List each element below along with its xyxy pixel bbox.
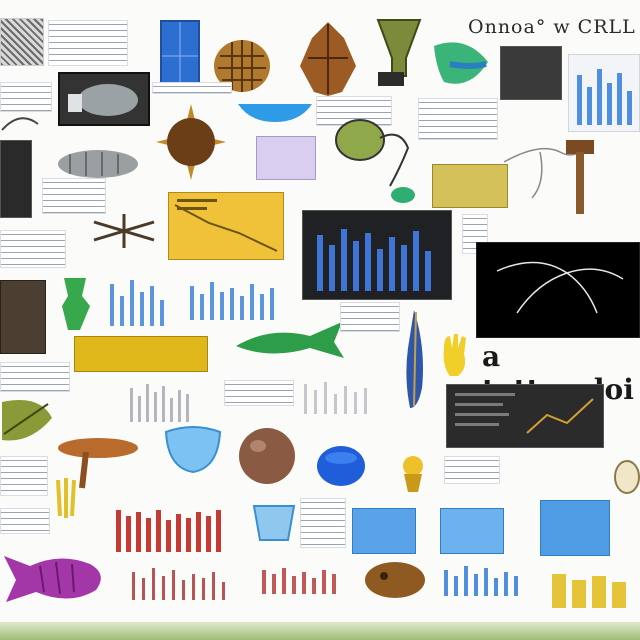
text-block-left-5 bbox=[0, 456, 48, 496]
blue-bowl-icon bbox=[236, 102, 314, 122]
brown-tool-specimen-icon bbox=[52, 428, 148, 490]
text-block-left-2 bbox=[42, 178, 106, 214]
bar-chart-small-1 bbox=[104, 270, 172, 330]
blue-chart-panel bbox=[160, 20, 200, 92]
blue-glass-cup-icon bbox=[250, 500, 298, 544]
text-document-panel bbox=[48, 20, 128, 66]
bar-chart-gray bbox=[124, 376, 204, 424]
dark-photo-panel bbox=[58, 72, 150, 126]
blue-panel-2 bbox=[440, 508, 504, 554]
black-vein-diagram-panel bbox=[476, 242, 640, 338]
sunflower-specimen-icon bbox=[156, 104, 226, 180]
lavender-panel bbox=[256, 136, 316, 180]
caption-line bbox=[152, 82, 232, 94]
bar-chart-bottom-3 bbox=[440, 562, 534, 598]
blue-glass-bowl-icon bbox=[162, 424, 224, 476]
yellow-glove-icon bbox=[440, 332, 472, 378]
yellow-figure-icon bbox=[398, 454, 428, 494]
collage-header-title: Onnoa° w CRLL bbox=[468, 16, 636, 38]
small-green-leaf-icon bbox=[390, 186, 416, 204]
blue-panel-1 bbox=[352, 508, 416, 554]
yellow-bars-panel bbox=[548, 570, 640, 610]
text-block-left bbox=[0, 82, 52, 112]
text-block-left-4 bbox=[0, 362, 70, 392]
seed-pod-icon bbox=[330, 108, 416, 190]
green-leaf-large-icon bbox=[0, 394, 54, 444]
dark-table-panel bbox=[446, 384, 604, 448]
text-block-left-6 bbox=[0, 508, 50, 534]
blue-feather-icon bbox=[400, 308, 430, 412]
blue-panel-3 bbox=[540, 500, 610, 556]
brown-landscape-panel bbox=[0, 280, 46, 354]
line-chart-gray bbox=[300, 376, 384, 416]
text-block-center-3 bbox=[224, 380, 294, 406]
purple-fish-specimen-icon bbox=[0, 536, 110, 608]
wooden-mallet-icon bbox=[562, 136, 598, 216]
black-block-icon bbox=[378, 72, 404, 86]
beetle-specimen-icon bbox=[294, 18, 362, 98]
text-block-center-4 bbox=[300, 498, 346, 548]
yellow-banner-panel bbox=[74, 336, 208, 372]
brown-stone-icon bbox=[362, 560, 428, 600]
yellow-sprout-icon bbox=[52, 476, 80, 520]
insect-specimen-icon bbox=[84, 208, 164, 254]
pinecone-specimen-icon bbox=[210, 26, 274, 96]
blue-bowl-round-icon bbox=[316, 442, 366, 488]
texture-thumbnail bbox=[0, 18, 44, 66]
fish-fossil-icon bbox=[50, 140, 142, 186]
brown-sphere-icon bbox=[238, 426, 296, 486]
dark-data-panel bbox=[500, 46, 562, 100]
yellow-chart-panel bbox=[168, 192, 284, 260]
green-leaf-shape-icon bbox=[430, 38, 492, 88]
cream-shell-icon bbox=[614, 460, 640, 494]
blue-grid-icon bbox=[162, 22, 198, 90]
text-block-right bbox=[418, 98, 498, 140]
bar-chart-bottom-2 bbox=[258, 562, 344, 596]
ground-strip bbox=[0, 622, 640, 640]
text-block-left-3 bbox=[0, 230, 66, 268]
bar-chart-bottom-1 bbox=[128, 562, 238, 602]
curved-branch-icon bbox=[0, 110, 40, 134]
olive-diagram-panel bbox=[432, 164, 508, 208]
red-bar-chart-panel bbox=[112, 506, 232, 554]
bar-chart-small-2 bbox=[184, 276, 282, 322]
green-fish-specimen-icon bbox=[230, 312, 348, 364]
text-block-center-2 bbox=[340, 302, 400, 332]
green-figure-icon bbox=[56, 276, 94, 332]
bar-chart-panel-top bbox=[568, 54, 640, 132]
dark-texture-panel bbox=[0, 140, 32, 218]
text-block-right-2 bbox=[444, 456, 500, 484]
dark-bar-chart-panel bbox=[302, 210, 452, 300]
green-vase-icon bbox=[376, 18, 422, 84]
